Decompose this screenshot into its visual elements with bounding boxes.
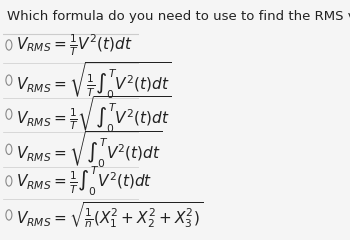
- Text: $V_{RMS} = \frac{1}{T}\int_0^{T} V^{2}(t)dt$: $V_{RMS} = \frac{1}{T}\int_0^{T} V^{2}(t…: [16, 164, 153, 198]
- Text: $V_{RMS} = \frac{1}{T}\sqrt{\int_0^{T} V^{2}(t)dt}$: $V_{RMS} = \frac{1}{T}\sqrt{\int_0^{T} V…: [16, 94, 172, 135]
- Text: $V_{RMS} = \sqrt{\frac{1}{T}\int_0^{T} V^{2}(t)dt}$: $V_{RMS} = \sqrt{\frac{1}{T}\int_0^{T} V…: [16, 60, 172, 101]
- Text: $V_{RMS} = \sqrt{\int_0^{T} V^{2}(t)dt}$: $V_{RMS} = \sqrt{\int_0^{T} V^{2}(t)dt}$: [16, 129, 163, 170]
- Text: Which formula do you need to use to find the RMS value of the signal?: Which formula do you need to use to find…: [7, 10, 350, 23]
- Text: $V_{RMS} = \frac{1}{T}V^{2}(t)dt$: $V_{RMS} = \frac{1}{T}V^{2}(t)dt$: [16, 32, 133, 58]
- Text: $V_{RMS} = \sqrt{\frac{1}{n}(X_1^2 + X_2^2 + X_3^2)}$: $V_{RMS} = \sqrt{\frac{1}{n}(X_1^2 + X_2…: [16, 200, 203, 230]
